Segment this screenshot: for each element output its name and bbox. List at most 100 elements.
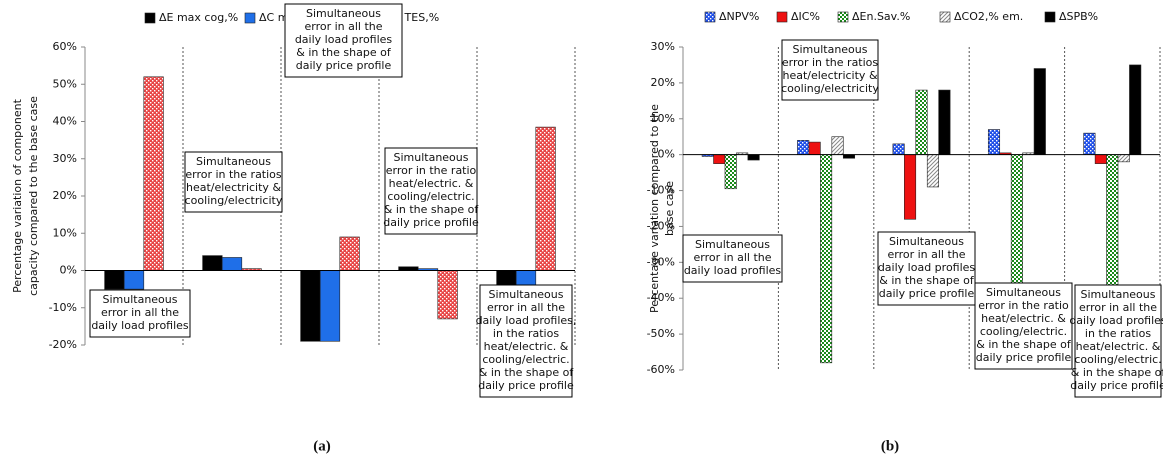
bar <box>987 129 1001 155</box>
annotation-text: daily price profile <box>879 287 975 300</box>
annotation-text: Simultaneous <box>695 238 770 251</box>
legend-label: ΔCO2,% em. <box>954 10 1023 23</box>
annotation-box <box>974 282 1073 370</box>
y-tick-label: -20% <box>49 338 77 351</box>
bar <box>938 89 951 155</box>
annotation-text: & in the shape of <box>479 366 575 379</box>
bar <box>300 270 321 342</box>
y-tick-label: -30% <box>647 255 675 268</box>
bar <box>926 154 939 188</box>
annotation-text: Simultaneous <box>196 155 271 168</box>
legend-label: ΔIC% <box>791 10 820 23</box>
annotation-text: Simultaneous <box>889 235 964 248</box>
bar <box>831 136 844 155</box>
annotation-text: Simultaneous <box>1080 288 1155 301</box>
annotation-text: error in the ratios <box>782 56 879 69</box>
bar <box>398 266 419 271</box>
legend-label: ΔSPB% <box>1059 10 1098 23</box>
annotation-text: in the ratios <box>1085 327 1151 340</box>
y-tick-label: 0% <box>658 148 675 161</box>
bar <box>724 154 737 190</box>
y-tick-label: 40% <box>53 115 77 128</box>
bar <box>820 154 833 364</box>
bar <box>1033 68 1046 155</box>
y-tick-label: 30% <box>53 152 77 165</box>
bar <box>221 257 243 271</box>
legend-label: ΔEn.Sav.% <box>852 10 910 23</box>
annotation-text: Simultaneous <box>393 151 468 164</box>
bar <box>915 89 928 155</box>
annotation-text: error in all the <box>487 301 565 314</box>
y-tick-label: 60% <box>53 40 77 53</box>
annotation-box <box>384 147 478 235</box>
annotation-text: Simultaneous <box>792 43 867 56</box>
y-axis-label: Percentage variation of component <box>11 98 24 293</box>
bar <box>104 270 125 290</box>
panel-label: (a) <box>313 438 331 454</box>
annotation-text: & in the shape of <box>296 46 392 59</box>
annotation-text: cooling/electric. <box>1074 353 1161 366</box>
annotation-text: error in all the <box>101 306 179 319</box>
annotation-text: heat/electric. & <box>484 340 569 353</box>
annotation-text: cooling/electric. <box>980 325 1067 338</box>
bar <box>496 270 517 286</box>
bar <box>797 140 810 155</box>
bar <box>892 143 905 155</box>
annotation-text: daily price profile <box>296 59 392 72</box>
y-tick-label: 10% <box>651 112 675 125</box>
annotation-text: Simultaneous <box>102 293 177 306</box>
annotation-text: error in the ratios <box>185 168 282 181</box>
bar <box>747 154 760 161</box>
annotation-box <box>184 151 283 213</box>
annotation-text: daily price profile <box>1070 379 1163 392</box>
annotation-box <box>89 289 191 338</box>
bar <box>1094 154 1107 164</box>
bar <box>1010 154 1023 301</box>
y-tick-label: -10% <box>647 184 675 197</box>
annotation-text: error in all the <box>1079 301 1157 314</box>
annotation-text: heat/electric. & <box>1076 340 1161 353</box>
y-tick-label: -50% <box>647 327 675 340</box>
legend-label: ΔE max cog,% <box>159 11 238 24</box>
bar <box>1129 64 1142 155</box>
bar <box>808 141 821 155</box>
annotation-box <box>1074 284 1162 398</box>
annotation-text: daily load profiles <box>878 261 976 274</box>
annotation-box <box>781 39 879 101</box>
annotation-text: daily load profiles <box>295 33 393 46</box>
annotation-text: heat/electric. & <box>389 177 474 190</box>
annotation-text: & in the shape of <box>384 203 480 216</box>
y-tick-label: 20% <box>53 189 77 202</box>
annotation-text: heat/electricity & <box>782 69 877 82</box>
bar <box>319 270 341 342</box>
y-tick-label: 10% <box>53 226 77 239</box>
annotation-text: heat/electric. & <box>981 312 1066 325</box>
bar <box>1083 132 1096 155</box>
y-tick-label: -20% <box>647 219 675 232</box>
annotation-text: Simultaneous <box>986 286 1061 299</box>
bar <box>123 270 145 290</box>
legend-swatch <box>776 11 788 23</box>
annotation-text: cooling/electric. <box>387 190 474 203</box>
annotation-text: & in the shape of <box>1071 366 1163 379</box>
y-tick-label: -40% <box>647 291 675 304</box>
bar <box>202 255 223 271</box>
legend-swatch <box>939 11 951 23</box>
bar <box>143 76 164 271</box>
annotation-text: heat/electricity & <box>186 181 281 194</box>
annotation-text: error in all the <box>304 20 382 33</box>
bar <box>339 236 360 271</box>
legend-swatch <box>244 12 256 24</box>
y-tick-label: 0% <box>60 264 77 277</box>
annotation-text: daily load profiles <box>91 319 189 332</box>
annotation-text: daily price profile <box>478 379 574 392</box>
y-tick-label: 50% <box>53 77 77 90</box>
annotation-box <box>682 234 783 283</box>
annotation-text: daily load profiles <box>684 264 782 277</box>
bar <box>535 126 556 271</box>
legend-swatch <box>144 12 156 24</box>
annotation-text: & in the shape of <box>976 338 1072 351</box>
annotation-text: error in the ratio <box>386 164 477 177</box>
legend-swatch <box>1044 11 1056 23</box>
